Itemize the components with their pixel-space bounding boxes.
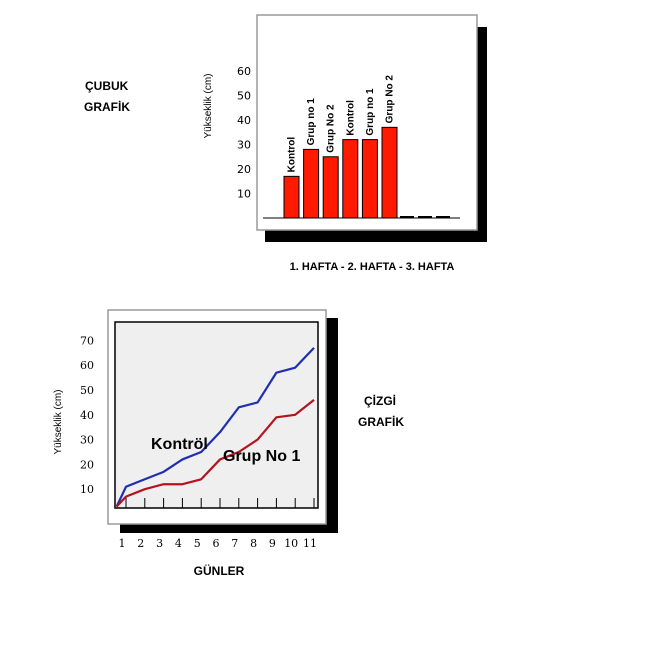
line-chart-y-tick-label: 50 [80,384,94,397]
line-chart-x-tick-label: 2 [137,537,144,550]
line-series-grup-no-1 [115,399,315,508]
line-chart-y-tick-label: 30 [80,434,94,447]
line-chart-x-axis-label: GÜNLER [194,563,245,578]
line-chart-x-tick-label: 5 [194,537,201,550]
line-series-kontrol [115,347,315,508]
line-chart-y-tick-label: 10 [80,483,94,496]
bar-section-title-line1: ÇUBUK [85,79,129,93]
line-chart: 1 2 3 4 5 6 7 8 9 10 11 10 20 30 40 50 60 70 Kontröl Gru… [53,309,338,578]
bar-category-label: Grup No 2 [385,75,396,124]
bar [283,175,300,219]
bar [322,156,339,219]
line-chart-y-axis-label: Yükseklik (cm) [53,389,64,454]
bar-chart-y-ticks: 10 20 30 40 50 60 [237,65,251,201]
bar-chart-bar-labels: Kontrol Grup no 1 Grup No 2 Kontrol Grup no … [287,75,396,173]
bar-chart-y-tick-label: 20 [237,163,251,176]
bar-category-label: Kontrol [345,100,356,136]
bar-category-label: Kontrol [287,137,298,173]
bar [381,126,398,219]
line-chart-x-tick-label: 1 [119,537,126,550]
bar [303,148,320,219]
bar-chart-y-tick-label: 40 [237,114,251,127]
bar [342,139,359,219]
bar-chart-y-tick-label: 30 [237,139,251,152]
bar-chart-bars [283,126,450,219]
series-label-kontrol: Kontröl [151,436,208,453]
line-chart-x-tick-label: 8 [250,537,257,550]
line-section-title-line1: ÇİZGİ [364,393,396,408]
bar-chart-y-tick-label: 10 [237,188,251,201]
line-chart-x-tick-label: 9 [269,537,276,550]
series-label-grup-no-1: Grup No 1 [223,448,300,465]
bar-chart-y-tick-label: 60 [237,65,251,78]
bar-section-title-line2: GRAFİK [84,99,130,114]
bar-category-label: Grup No 2 [326,104,337,153]
line-chart-series [115,347,315,508]
line-chart-y-tick-label: 60 [80,359,94,372]
bar-chart-y-tick-label: 50 [237,90,251,103]
line-chart-y-ticks: 10 20 30 40 50 60 70 [80,334,94,496]
bar-chart-x-axis-label: 1. HAFTA - 2. HAFTA - 3. HAFTA [290,261,455,273]
line-chart-y-tick-label: 20 [80,458,94,471]
line-chart-x-tick-label: 11 [303,537,317,550]
line-chart-x-tick-label: 3 [156,537,163,550]
line-chart-x-tick-label: 6 [213,537,220,550]
line-chart-y-tick-label: 40 [80,409,94,422]
line-chart-x-tick-label: 4 [175,537,182,550]
line-chart-y-tick-label: 70 [80,334,94,347]
bar-category-label: Grup no 1 [306,98,317,146]
bar-category-label: Grup no 1 [365,88,376,136]
bar-chart-y-axis-label: Yükseklik (cm) [203,73,214,138]
line-chart-x-tick-label: 10 [284,537,298,550]
line-chart-x-tick-label: 7 [231,537,238,550]
line-section-title-line2: GRAFİK [358,414,404,429]
line-chart-x-ticks: 1 2 3 4 5 6 7 8 9 10 11 [119,498,317,550]
bar [361,139,378,219]
